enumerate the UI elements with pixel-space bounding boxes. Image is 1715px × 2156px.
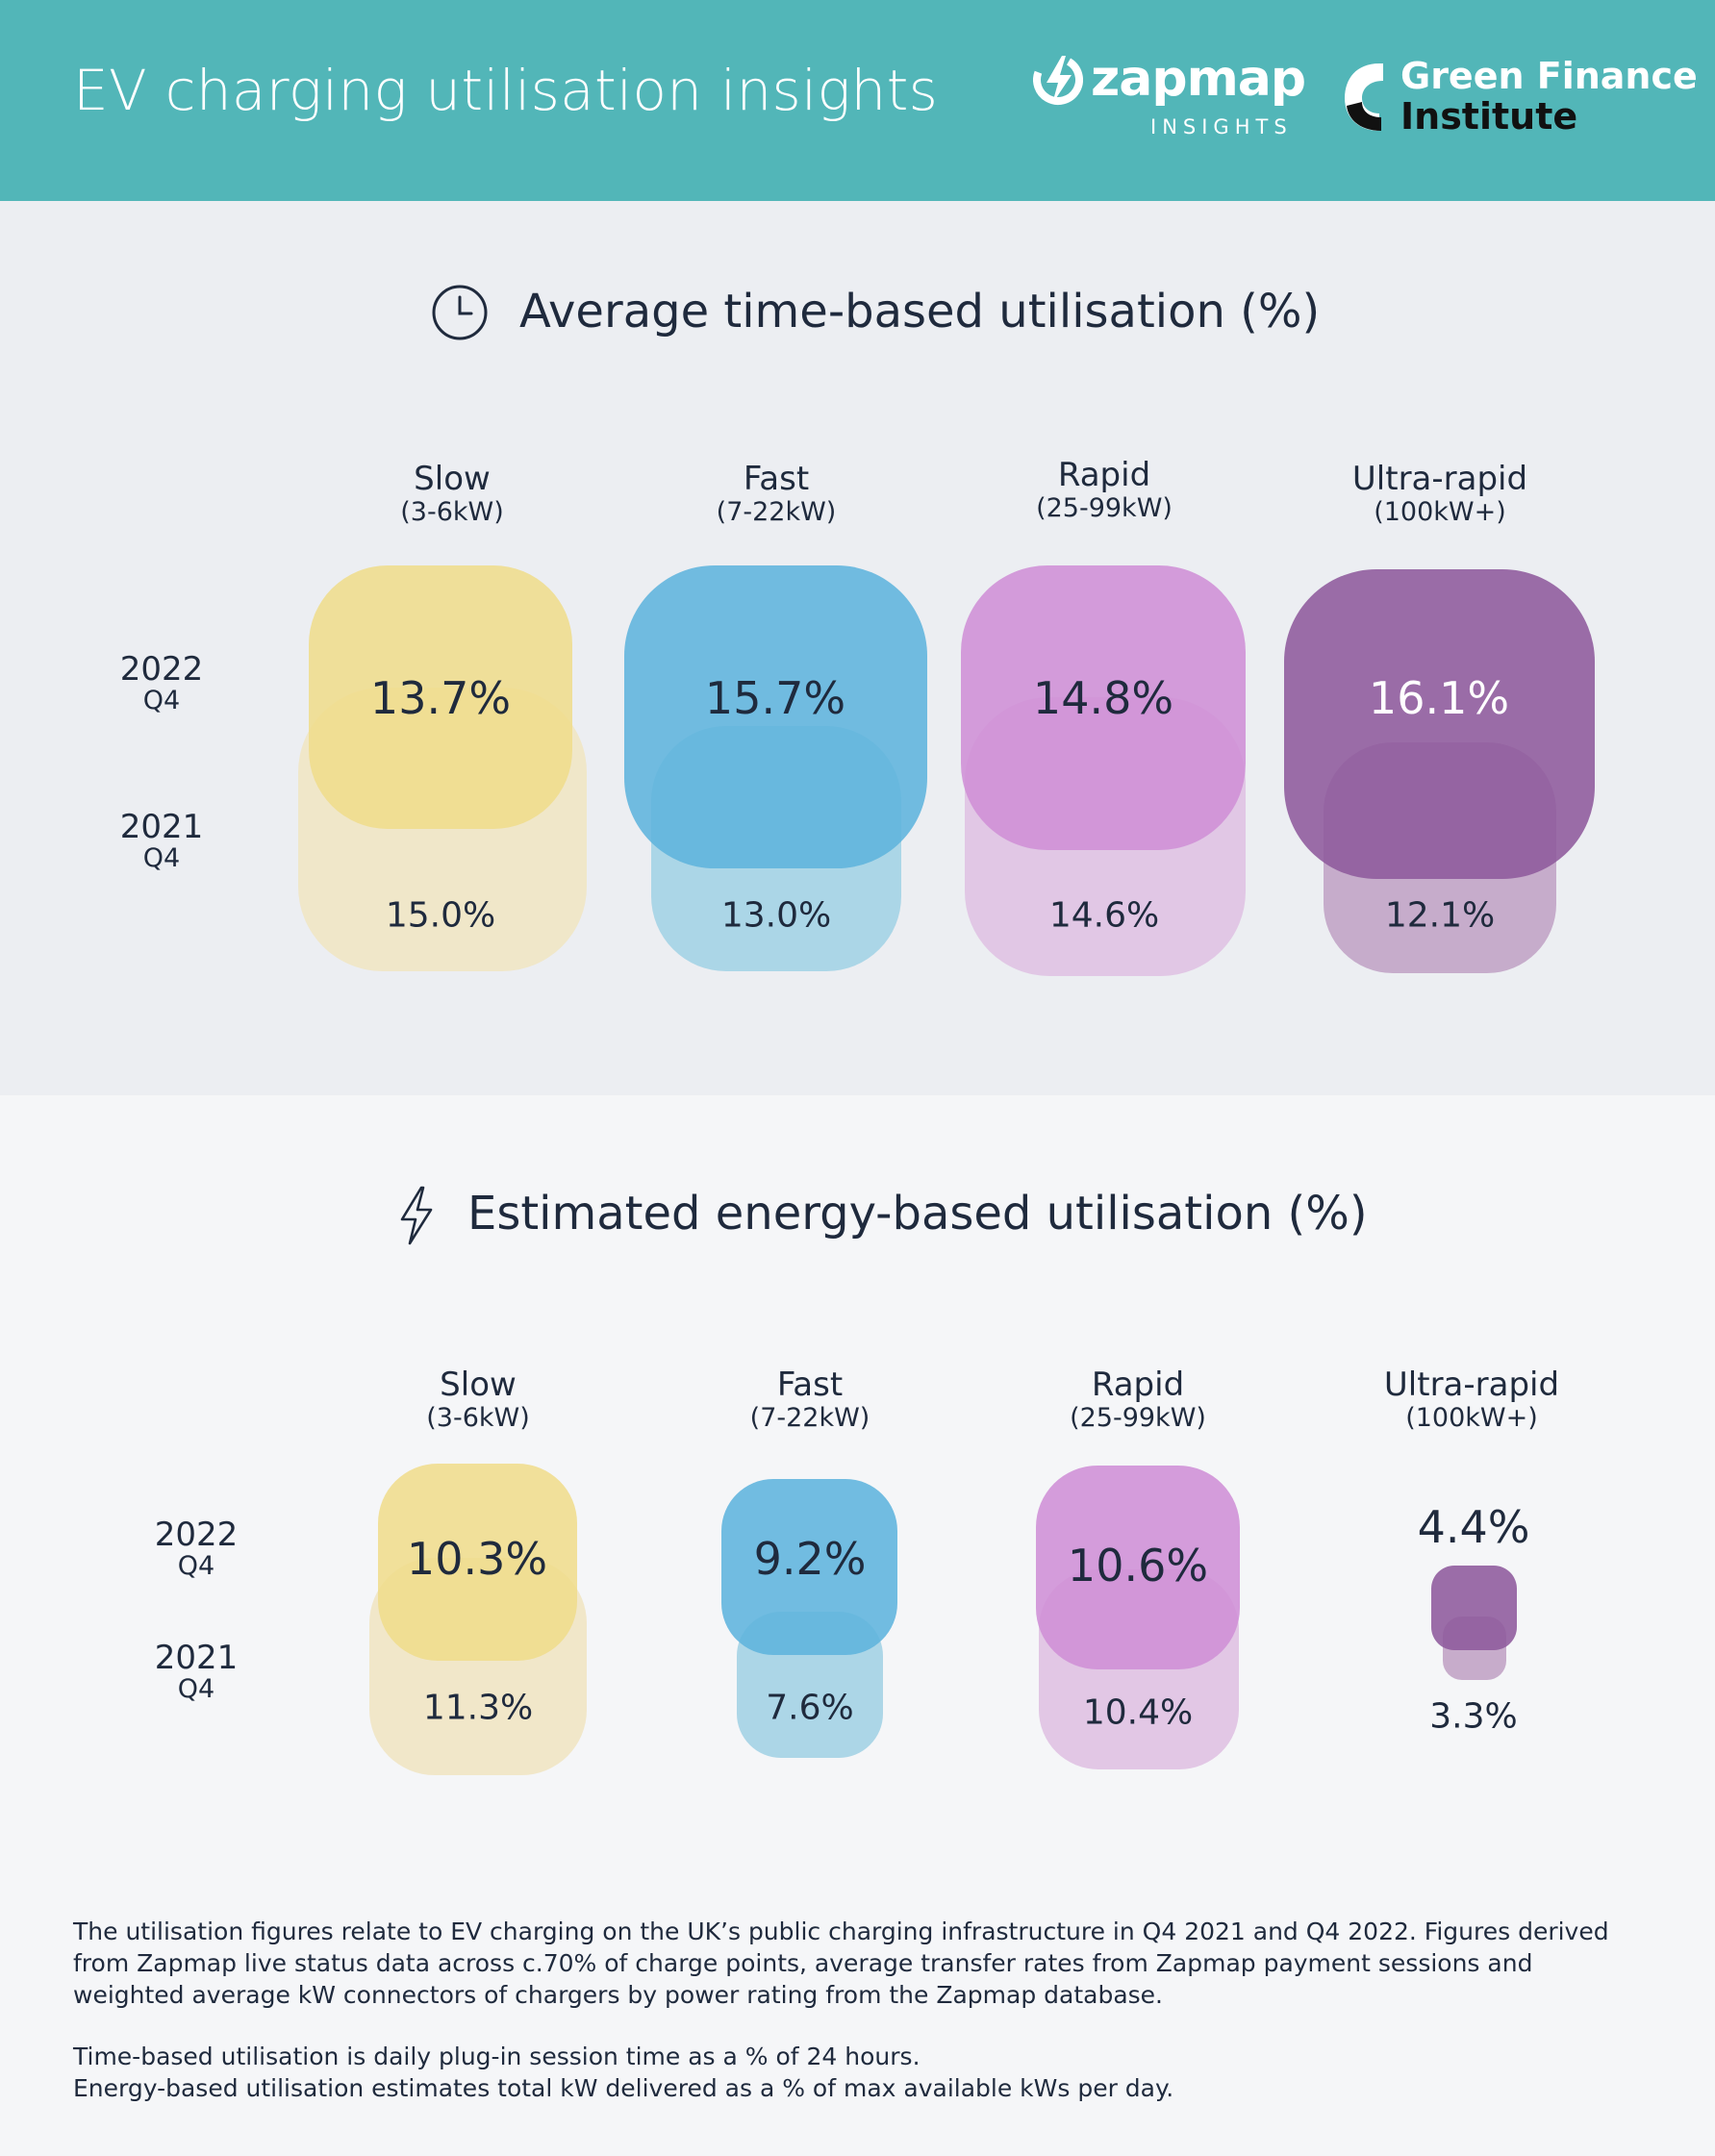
value-2021-slow: 15.0% bbox=[385, 895, 496, 936]
column-range: (7-22kW) bbox=[749, 1403, 870, 1433]
value-2022-slow: 10.3% bbox=[406, 1533, 548, 1585]
column-name: Fast bbox=[743, 460, 810, 498]
value-2021-ultra-rapid: 12.1% bbox=[1384, 895, 1496, 936]
value-2022-rapid: 10.6% bbox=[1067, 1540, 1209, 1592]
column-range: (25-99kW) bbox=[1036, 493, 1173, 523]
gfi-name-line1: Green Finance bbox=[1400, 55, 1698, 97]
column-name: Slow bbox=[440, 1366, 517, 1404]
blob-2022-rapid bbox=[1036, 1466, 1240, 1669]
gfi-name-line2: Institute bbox=[1400, 95, 1578, 138]
zapmap-wordmark: zapmap bbox=[1091, 50, 1306, 108]
value-2021-ultra-rapid: 3.3% bbox=[1429, 1696, 1518, 1737]
footnote-energy-definition: Energy-based utilisation estimates total… bbox=[73, 2074, 1174, 2102]
column-header-slow: Slow (3-6kW) bbox=[426, 1366, 530, 1433]
column-header-rapid: Rapid (25-99kW) bbox=[1070, 1366, 1206, 1433]
column-header-fast: Fast (7-22kW) bbox=[717, 460, 837, 527]
value-2022-fast: 15.7% bbox=[704, 672, 846, 724]
column-header-slow: Slow (3-6kW) bbox=[400, 460, 504, 527]
column-name: Fast bbox=[776, 1366, 844, 1404]
row-year: 2021 bbox=[119, 808, 204, 846]
value-2022-ultra-rapid: 4.4% bbox=[1417, 1501, 1530, 1553]
gfi-logo: Green Finance Institute bbox=[1341, 54, 1698, 140]
column-header-fast: Fast (7-22kW) bbox=[750, 1366, 870, 1433]
lightning-icon bbox=[400, 1186, 433, 1245]
column-range: (100kW+) bbox=[1405, 1403, 1538, 1433]
row-year: 2022 bbox=[154, 1516, 239, 1554]
row-quarter: Q4 bbox=[142, 843, 181, 873]
row-label-2021: 2021 Q4 bbox=[155, 1641, 239, 1704]
blob-2022-rapid bbox=[961, 565, 1246, 850]
column-name: Rapid bbox=[1091, 1366, 1185, 1404]
row-quarter: Q4 bbox=[177, 1551, 215, 1581]
zapmap-bolt-icon bbox=[1033, 55, 1083, 105]
time-based-title: Average time-based utilisation (%) bbox=[519, 285, 1321, 338]
blob-2022-fast bbox=[624, 565, 927, 868]
column-range: (100kW+) bbox=[1374, 497, 1506, 527]
page-title: EV charging utilisation insights bbox=[73, 58, 939, 123]
value-2021-rapid: 14.6% bbox=[1048, 895, 1160, 936]
row-year: 2022 bbox=[119, 650, 204, 689]
energy-based-title: Estimated energy-based utilisation (%) bbox=[467, 1187, 1368, 1241]
header-bar: EV charging utilisation insights zapmap … bbox=[0, 0, 1715, 201]
value-2022-ultra-rapid: 16.1% bbox=[1368, 672, 1510, 724]
blob-2022-slow bbox=[378, 1464, 577, 1661]
column-header-rapid: Rapid (25-99kW) bbox=[1036, 456, 1173, 523]
column-range: (3-6kW) bbox=[426, 1403, 530, 1433]
row-quarter: Q4 bbox=[142, 686, 181, 715]
blob-2022-slow bbox=[309, 565, 572, 829]
value-2021-rapid: 10.4% bbox=[1082, 1692, 1194, 1733]
value-2021-fast: 13.0% bbox=[720, 895, 832, 936]
footnote-sources: The utilisation figures relate to EV cha… bbox=[73, 1918, 1609, 2009]
row-label-2022: 2022 Q4 bbox=[120, 652, 204, 715]
value-2022-fast: 9.2% bbox=[753, 1533, 867, 1585]
row-year: 2021 bbox=[154, 1639, 239, 1677]
value-2022-rapid: 14.8% bbox=[1032, 672, 1174, 724]
row-quarter: Q4 bbox=[177, 1674, 215, 1704]
value-2021-slow: 11.3% bbox=[422, 1688, 534, 1728]
column-name: Slow bbox=[414, 460, 491, 498]
value-2022-slow: 13.7% bbox=[369, 672, 512, 724]
value-2021-fast: 7.6% bbox=[766, 1688, 854, 1728]
footnote-time-definition: Time-based utilisation is daily plug-in … bbox=[73, 2043, 921, 2070]
row-label-2021: 2021 Q4 bbox=[120, 810, 204, 873]
blob-2022-fast bbox=[721, 1479, 897, 1655]
column-header-ultra-rapid: Ultra-rapid (100kW+) bbox=[1352, 460, 1527, 527]
column-range: (25-99kW) bbox=[1070, 1403, 1206, 1433]
column-name: Ultra-rapid bbox=[1351, 460, 1528, 498]
zapmap-insights-label: INSIGHTS bbox=[1150, 115, 1293, 138]
column-name: Rapid bbox=[1057, 456, 1151, 494]
row-label-2022: 2022 Q4 bbox=[155, 1517, 239, 1581]
column-range: (7-22kW) bbox=[716, 497, 837, 527]
zapmap-logo: zapmap INSIGHTS bbox=[1033, 52, 1306, 138]
clock-icon bbox=[432, 285, 488, 340]
gfi-mark-icon bbox=[1345, 63, 1383, 131]
blob-2022-ultra-rapid bbox=[1284, 569, 1595, 879]
blob-2022-ultra-rapid bbox=[1431, 1566, 1517, 1650]
column-header-ultra-rapid: Ultra-rapid (100kW+) bbox=[1384, 1366, 1559, 1433]
column-range: (3-6kW) bbox=[400, 497, 504, 527]
column-name: Ultra-rapid bbox=[1383, 1366, 1560, 1404]
